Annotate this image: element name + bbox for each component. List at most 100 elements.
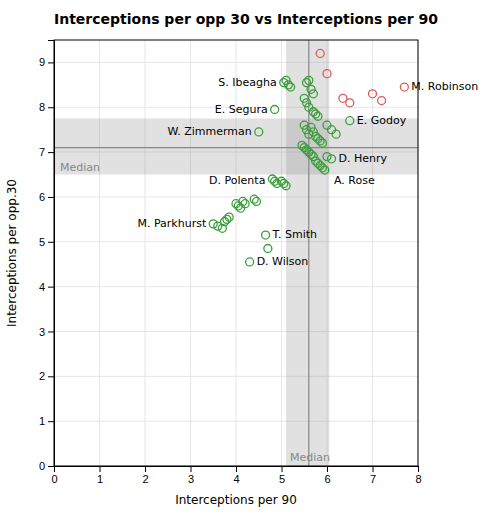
tick-label: 8 — [415, 473, 421, 485]
point — [328, 126, 336, 134]
point-label: M. Robinson — [411, 80, 478, 93]
tick: 3 — [39, 325, 54, 337]
point — [400, 83, 408, 91]
tick-mark — [48, 376, 54, 377]
point — [223, 215, 231, 223]
point — [314, 135, 322, 143]
point — [323, 121, 331, 129]
point — [303, 146, 311, 154]
tick-label: 2 — [39, 370, 45, 382]
median-label: Median — [60, 161, 100, 174]
grid — [54, 40, 418, 466]
point-label: A. Rose — [334, 174, 375, 187]
point — [255, 128, 263, 136]
tick: 8 — [39, 101, 54, 113]
tick: 2 — [142, 466, 148, 485]
point — [241, 200, 249, 208]
point — [305, 148, 313, 156]
grid-line-y — [54, 376, 418, 377]
median-band-x — [286, 40, 329, 466]
tick: 3 — [188, 466, 194, 485]
chart-title: Interceptions per opp 30 vs Interception… — [54, 11, 438, 27]
tick-mark — [145, 466, 146, 472]
point-label: M. Parkhurst — [137, 217, 206, 230]
tick-label: 1 — [97, 473, 103, 485]
tick: 5 — [39, 236, 54, 248]
tick: 8 — [415, 466, 421, 485]
tick-label: 0 — [39, 460, 45, 472]
tick: 7 — [370, 466, 376, 485]
tick-label: 3 — [188, 473, 194, 485]
tick-label: 5 — [39, 236, 45, 248]
tick: 5 — [279, 466, 285, 485]
grid-line-x — [281, 40, 282, 466]
point-label: E. Segura — [215, 103, 268, 116]
tick-label: 9 — [39, 56, 45, 68]
tick-label: 4 — [39, 281, 45, 293]
tick-label: 6 — [324, 473, 330, 485]
point — [271, 106, 279, 114]
tick-label: 3 — [39, 325, 45, 337]
tick-mark — [48, 62, 54, 63]
tick-mark — [48, 242, 54, 243]
point — [316, 49, 324, 57]
point — [239, 197, 247, 205]
point — [298, 141, 306, 149]
chart-svg: 0123456780123456789S. IbeaghaE. SeguraW.… — [0, 0, 492, 514]
tick-mark — [282, 466, 283, 472]
point — [264, 245, 272, 253]
point — [273, 179, 281, 187]
point — [284, 81, 292, 89]
axis-line — [55, 467, 419, 473]
tick-mark — [236, 466, 237, 472]
tick-mark — [48, 152, 54, 153]
tick: 0 — [39, 460, 54, 472]
grid-line-y — [54, 62, 418, 63]
point-label: D. Polenta — [209, 174, 265, 187]
median-label: Median — [290, 451, 330, 464]
tick: 9 — [39, 56, 54, 68]
tick-label: 0 — [51, 473, 57, 485]
tick-mark — [191, 466, 192, 472]
annotations: S. IbeaghaE. SeguraW. ZimmermanD. Polent… — [60, 76, 478, 464]
x-axis-title: Interceptions per 90 — [175, 493, 297, 507]
tick: 6 — [324, 466, 330, 485]
tick-mark — [48, 466, 54, 467]
point — [312, 157, 320, 165]
tick-label: 7 — [370, 473, 376, 485]
tick: 4 — [233, 466, 239, 485]
point — [287, 83, 295, 91]
point — [309, 108, 317, 116]
point — [268, 175, 276, 183]
point — [316, 137, 324, 145]
grid-line-x — [145, 40, 146, 466]
grid-line-x — [99, 40, 100, 466]
series — [209, 76, 354, 266]
point — [305, 76, 313, 84]
tick-mark — [100, 466, 101, 472]
point-label: T. Smith — [272, 228, 317, 241]
tick-label: 6 — [39, 191, 45, 203]
point-label: D. Henry — [339, 152, 388, 165]
point — [378, 97, 386, 105]
point-label: S. Ibeagha — [218, 76, 276, 89]
tick-mark — [48, 287, 54, 288]
y-axis-title: Interceptions per opp.30 — [5, 179, 19, 327]
point — [221, 218, 229, 226]
grid-line-y — [54, 286, 418, 287]
data-layer — [54, 40, 418, 466]
points — [209, 49, 408, 266]
grid-line-x — [190, 40, 191, 466]
grid-line-y — [54, 421, 418, 422]
point — [316, 162, 324, 170]
point — [318, 164, 326, 172]
plot-frame — [54, 40, 418, 466]
tick-mark — [48, 331, 54, 332]
tick-label: 2 — [142, 473, 148, 485]
series — [316, 49, 408, 106]
median-line-y — [54, 147, 418, 148]
tick: 1 — [39, 415, 54, 427]
grid-line-x — [372, 40, 373, 466]
point — [262, 231, 270, 239]
x-axis: 0 1 2 3 4 5 6 7 8 — [51, 466, 421, 485]
